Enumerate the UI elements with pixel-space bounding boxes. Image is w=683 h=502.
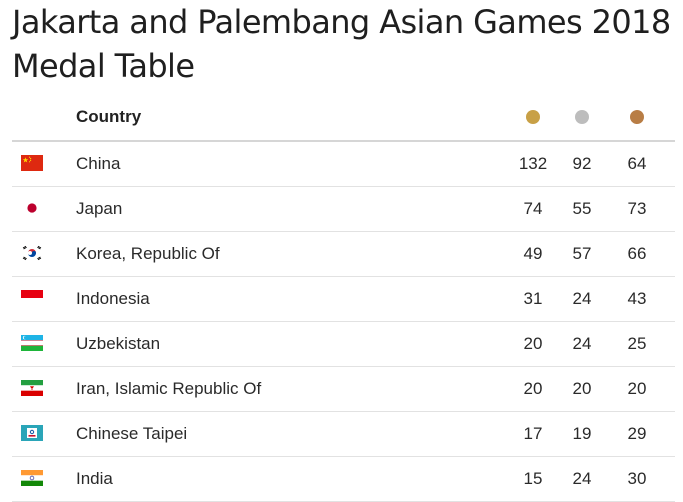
china-flag-icon <box>21 155 43 171</box>
bronze-count: 29 <box>627 424 647 443</box>
table-header-row: Country <box>12 94 675 142</box>
country-name: Uzbekistan <box>76 334 161 353</box>
silver-count: 24 <box>572 469 592 488</box>
silver-count: 24 <box>572 289 592 308</box>
bronze-count: 64 <box>627 154 647 173</box>
bronze-count: 30 <box>627 469 647 488</box>
gold-count: 20 <box>523 334 543 353</box>
table-row: Korea, Republic Of 49 57 66 <box>12 232 675 277</box>
bronze-count: 20 <box>627 379 647 398</box>
silver-count: 57 <box>572 244 592 263</box>
page-title: Jakarta and Palembang Asian Games 2018 M… <box>12 0 677 88</box>
bronze-count: 43 <box>627 289 647 308</box>
gold-count: 49 <box>523 244 543 263</box>
gold-count: 31 <box>523 289 543 308</box>
india-flag-icon <box>21 470 43 486</box>
table-row: Iran, Islamic Republic Of 20 20 20 <box>12 367 675 412</box>
country-name: Japan <box>76 199 123 218</box>
country-column-header: Country <box>76 107 142 126</box>
table-row: China 132 92 64 <box>12 142 675 187</box>
bronze-column-header <box>617 94 657 140</box>
medal-table: Country China 132 92 64 Japan <box>12 94 675 502</box>
gold-count: 17 <box>523 424 543 443</box>
chinese-taipei-flag-icon <box>21 425 43 441</box>
table-row: Japan 74 55 73 <box>12 187 675 232</box>
country-name: China <box>76 154 121 173</box>
silver-count: 19 <box>572 424 592 443</box>
title-line-1: Jakarta and Palembang Asian Games 2018 <box>12 3 671 41</box>
bronze-count: 66 <box>627 244 647 263</box>
country-name: Korea, Republic Of <box>76 244 220 263</box>
table-row: Chinese Taipei 17 19 29 <box>12 412 675 457</box>
silver-count: 20 <box>572 379 592 398</box>
indonesia-flag-icon <box>21 290 43 306</box>
iran-flag-icon <box>21 380 43 396</box>
silver-medal-icon <box>575 110 589 124</box>
gold-count: 132 <box>518 154 548 173</box>
japan-flag-icon <box>21 200 43 216</box>
country-name: Iran, Islamic Republic Of <box>76 379 262 398</box>
bronze-count: 25 <box>627 334 647 353</box>
table-row: Uzbekistan 20 24 25 <box>12 322 675 367</box>
silver-column-header <box>562 94 602 140</box>
korea-flag-icon <box>21 245 43 261</box>
country-name: Indonesia <box>76 289 150 308</box>
bronze-medal-icon <box>630 110 644 124</box>
table-row: Indonesia 31 24 43 <box>12 277 675 322</box>
gold-count: 20 <box>523 379 543 398</box>
gold-count: 15 <box>523 469 543 488</box>
bronze-count: 73 <box>627 199 647 218</box>
gold-count: 74 <box>523 199 543 218</box>
silver-count: 92 <box>572 154 592 173</box>
country-name: India <box>76 469 113 488</box>
table-row: India 15 24 30 <box>12 457 675 502</box>
silver-count: 55 <box>572 199 592 218</box>
gold-medal-icon <box>526 110 540 124</box>
gold-column-header <box>513 94 553 140</box>
uzbekistan-flag-icon <box>21 335 43 351</box>
title-line-2: Medal Table <box>12 47 195 85</box>
silver-count: 24 <box>572 334 592 353</box>
country-name: Chinese Taipei <box>76 424 188 443</box>
